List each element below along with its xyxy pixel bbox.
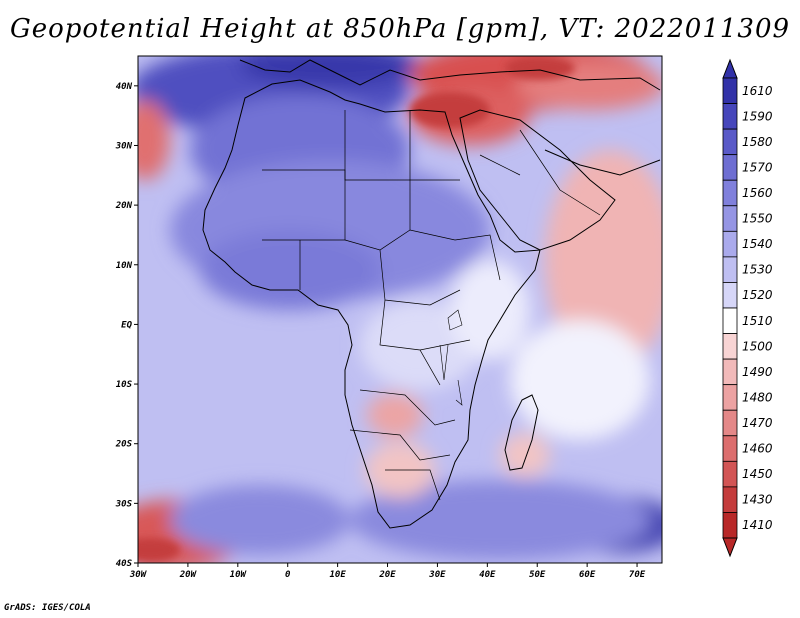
colorbar-swatch	[722, 486, 738, 513]
colorbar-label: 1590	[742, 109, 773, 123]
colorbar-label: 1490	[742, 365, 773, 379]
atlantic-west-low	[138, 100, 170, 180]
colorbar-swatch	[722, 230, 738, 258]
lat-tick-label: 20N	[115, 201, 133, 211]
congo-region	[360, 300, 480, 390]
lon-tick-label: 20W	[179, 570, 198, 580]
indian-ocean-neutral	[510, 320, 650, 440]
colorbar-label: 1510	[742, 314, 773, 328]
colorbar-swatch	[722, 103, 738, 130]
lat-tick-label: 20S	[115, 440, 133, 450]
southwest-band	[170, 485, 350, 555]
lon-tick-label: 10W	[230, 570, 248, 580]
colorbar-label: 1480	[742, 390, 773, 404]
atlantic-core	[138, 538, 180, 562]
lon-tick-label: 20E	[378, 570, 396, 580]
lon-tick-label: 50E	[529, 570, 546, 580]
lat-tick-label: EQ	[121, 320, 132, 330]
colorbar-swatch	[722, 358, 738, 386]
colorbar-label: 1520	[742, 288, 773, 302]
colorbar-label: 1570	[742, 160, 773, 174]
lon-tick-label: 10E	[329, 570, 346, 580]
colorbar-label: 1550	[742, 212, 773, 226]
colorbar-label: 1500	[742, 339, 773, 353]
europe-coast	[239, 59, 661, 91]
height-field	[138, 56, 662, 563]
latitude-axis: 40N 30N 20N 10N EQ 10S 20S 30S 40S	[115, 82, 138, 569]
colorbar-swatch	[722, 409, 738, 437]
colorbar-label: 1450	[742, 467, 773, 481]
iran-coast	[544, 149, 661, 176]
madagascar-low	[500, 433, 550, 477]
lat-tick-label: 40S	[116, 559, 133, 569]
colorbar-swatch	[722, 307, 738, 334]
mediterranean-region	[240, 56, 420, 87]
colorbar-swatch	[722, 333, 738, 360]
lon-tick-label: 70E	[629, 570, 646, 580]
lon-tick-label: 40E	[479, 570, 496, 580]
lat-tick-label: 10S	[116, 380, 133, 390]
colorbar-label: 1580	[742, 135, 773, 149]
colorbar-label: 1460	[742, 442, 773, 456]
west-africa-region	[200, 230, 380, 310]
lon-tick-label: 30W	[129, 570, 148, 580]
colorbar-swatch	[722, 384, 738, 411]
red-sea-core	[410, 92, 490, 128]
colorbar-label: 1610	[742, 84, 773, 98]
arabia-outline	[459, 109, 616, 251]
angola-zambia-low	[367, 393, 423, 437]
south-ocean-band	[350, 480, 650, 560]
colorbar-bottom-arrow	[722, 537, 738, 558]
lat-tick-label: 30N	[115, 141, 133, 151]
colorbar-swatch	[722, 179, 738, 207]
grads-credit: GrADS: IGES/COLA	[4, 603, 91, 613]
longitude-axis: 30W 20W 10W 0 10E 20E 30E 40E 50E 60E 70E	[129, 563, 646, 580]
colorbar-swatch	[722, 460, 738, 488]
colorbar-swatch	[722, 512, 738, 539]
east-africa-region	[450, 260, 530, 360]
madagascar-outline	[504, 394, 539, 471]
colorbar-label: 1560	[742, 186, 773, 200]
map-title: Geopotential Height at 850hPa [gpm], VT:…	[9, 14, 791, 44]
lon-tick-label: 30E	[428, 570, 446, 580]
lat-tick-label: 30S	[115, 499, 133, 509]
colorbar-swatch	[722, 205, 738, 232]
colorbar-label: 1410	[742, 518, 773, 532]
colorbar-swatch	[722, 128, 738, 156]
colorbar-label: 1540	[742, 237, 773, 251]
lat-tick-label: 40N	[116, 82, 133, 92]
colorbar-label: 1470	[742, 416, 773, 430]
colorbar-label: 1530	[742, 263, 773, 277]
map-frame	[137, 55, 663, 564]
colorbar-swatch	[722, 154, 738, 181]
lon-tick-label: 60E	[579, 570, 596, 580]
colorbar-swatch	[722, 435, 738, 462]
colorbar-swatch	[722, 256, 738, 283]
lakes	[439, 309, 463, 406]
lat-tick-label: 10N	[116, 261, 133, 271]
arabian-sea-low	[545, 150, 662, 370]
lon-tick-label: 0	[285, 570, 291, 580]
colorbar-top-arrow	[722, 58, 738, 79]
colorbar-label: 1430	[742, 493, 773, 507]
colorbar-swatch	[722, 77, 738, 104]
colorbar: 1610 1590 1580 1570 1560 1550 1540 1530 1520 1510…	[722, 58, 773, 558]
colorbar-swatch	[722, 282, 738, 309]
country-borders	[262, 110, 601, 501]
